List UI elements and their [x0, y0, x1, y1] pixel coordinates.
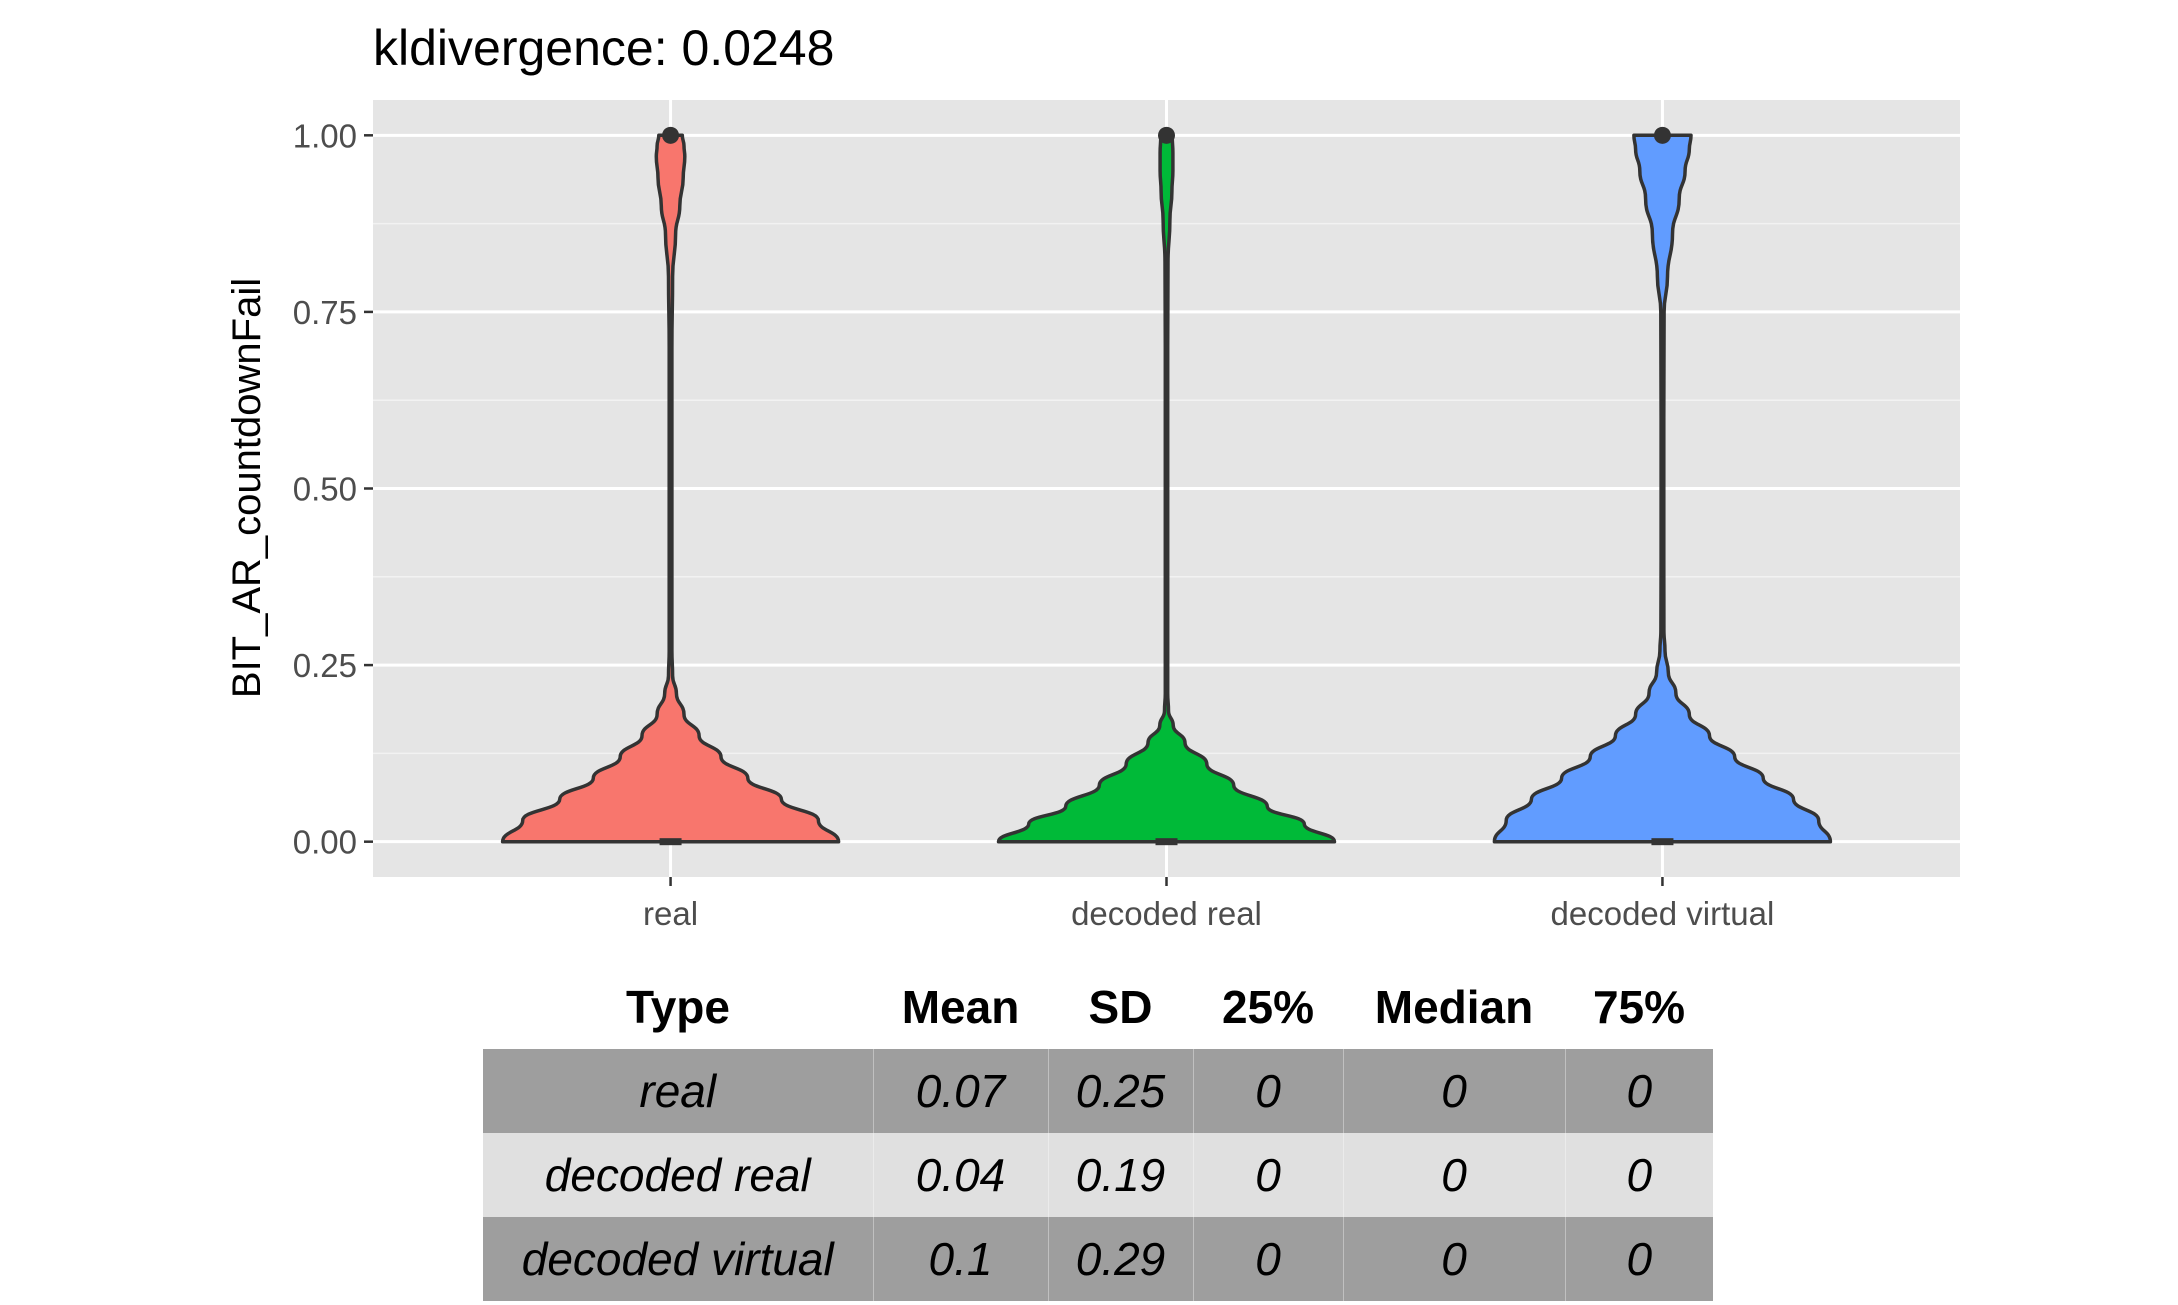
table-row: decoded real 0.04 0.19 0 0 0 [483, 1133, 1713, 1217]
cell-type: decoded virtual [483, 1217, 873, 1301]
y-tick-label: 0.00 [293, 824, 357, 861]
cell-median: 0 [1343, 1217, 1565, 1301]
table-header-row: Type Mean SD 25% Median 75% [483, 965, 1713, 1049]
median-marker [1156, 838, 1178, 845]
median-marker [1651, 838, 1673, 845]
y-tick-label: 0.50 [293, 471, 357, 508]
chart-title: kldivergence: 0.0248 [373, 20, 834, 76]
cell-mean: 0.04 [873, 1133, 1048, 1217]
x-axis: real decoded real decoded virtual [643, 877, 1774, 932]
header-q25: 25% [1193, 965, 1343, 1049]
y-tick-label: 0.25 [293, 647, 357, 684]
header-mean: Mean [873, 965, 1048, 1049]
cell-mean: 0.1 [873, 1217, 1048, 1301]
header-q75: 75% [1565, 965, 1713, 1049]
median-marker [660, 838, 682, 845]
summary-table: Type Mean SD 25% Median 75% real 0.07 0.… [483, 965, 1713, 1301]
y-axis: 0.00 0.25 0.50 0.75 1.00 [293, 117, 373, 860]
cell-mean: 0.07 [873, 1049, 1048, 1133]
header-median: Median [1343, 965, 1565, 1049]
header-type: Type [483, 965, 873, 1049]
y-axis-title: BIT_AR_countdownFail [225, 278, 269, 698]
outlier-point [1654, 127, 1671, 144]
cell-q25: 0 [1193, 1133, 1343, 1217]
cell-sd: 0.29 [1048, 1217, 1193, 1301]
cell-type: decoded real [483, 1133, 873, 1217]
table-row: decoded virtual 0.1 0.29 0 0 0 [483, 1217, 1713, 1301]
x-tick-label: decoded virtual [1551, 895, 1775, 932]
cell-q25: 0 [1193, 1217, 1343, 1301]
x-tick-label: real [643, 895, 698, 932]
cell-median: 0 [1343, 1133, 1565, 1217]
cell-q25: 0 [1193, 1049, 1343, 1133]
x-tick-label: decoded real [1071, 895, 1262, 932]
cell-sd: 0.25 [1048, 1049, 1193, 1133]
outlier-point [1158, 127, 1175, 144]
cell-sd: 0.19 [1048, 1133, 1193, 1217]
table-row: real 0.07 0.25 0 0 0 [483, 1049, 1713, 1133]
cell-q75: 0 [1565, 1217, 1713, 1301]
cell-q75: 0 [1565, 1133, 1713, 1217]
y-tick-label: 1.00 [293, 117, 357, 154]
outlier-point [662, 127, 679, 144]
cell-q75: 0 [1565, 1049, 1713, 1133]
cell-type: real [483, 1049, 873, 1133]
header-sd: SD [1048, 965, 1193, 1049]
cell-median: 0 [1343, 1049, 1565, 1133]
y-tick-label: 0.75 [293, 294, 357, 331]
